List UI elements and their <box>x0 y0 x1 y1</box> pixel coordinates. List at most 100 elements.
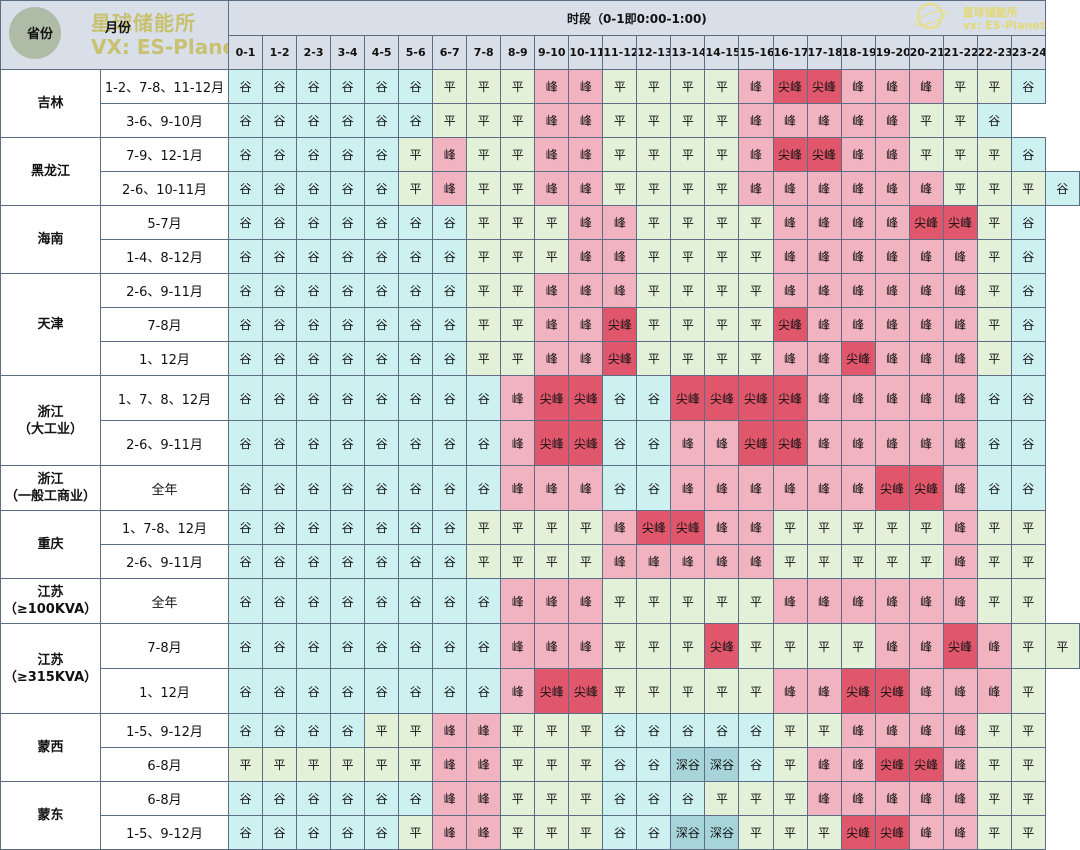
period-cell: 谷 <box>432 510 468 545</box>
period-cell: 谷 <box>432 623 468 669</box>
period-cell: 平 <box>602 69 638 104</box>
period-cell: 峰 <box>806 747 842 782</box>
period-cell: 谷 <box>330 815 366 850</box>
period-cell: 谷 <box>432 544 468 579</box>
period-cell: 谷 <box>636 747 672 782</box>
period-cell: 平 <box>670 171 706 206</box>
period-cell: 谷 <box>330 465 366 511</box>
period-cell: 平 <box>704 69 740 104</box>
period-cell: 峰 <box>908 273 944 308</box>
period-cell: 平 <box>704 668 740 714</box>
period-cell: 谷 <box>466 465 502 511</box>
period-cell: 峰 <box>602 239 638 274</box>
period-cell: 平 <box>1010 747 1046 782</box>
period-cell: 谷 <box>330 205 366 240</box>
period-cell: 峰 <box>874 171 910 206</box>
period-cell: 峰 <box>704 544 740 579</box>
period-cell: 谷 <box>466 375 502 421</box>
period-cell: 谷 <box>1010 420 1046 466</box>
period-header: 时段（0-1即0:00-1:00) 星球储能所 vx: ES-Planet <box>228 0 1046 36</box>
period-cell: 平 <box>670 578 706 624</box>
month-cell: 2-6、9-11月 <box>100 420 229 466</box>
table-row: 7-8月谷谷谷谷谷谷谷平平峰峰尖峰平平平平尖峰峰峰峰峰峰平谷 <box>1 307 1080 342</box>
period-cell: 平 <box>602 137 638 172</box>
period-cell: 谷 <box>227 375 264 421</box>
period-cell: 谷 <box>602 815 638 850</box>
period-cell: 平 <box>806 815 842 850</box>
period-cell: 平 <box>432 69 468 104</box>
period-cell: 平 <box>840 510 876 545</box>
period-cell: 平 <box>568 815 604 850</box>
period-cell: 峰 <box>908 781 944 816</box>
period-cell: 谷 <box>432 375 468 421</box>
period-cell: 平 <box>738 307 774 342</box>
period-cell: 谷 <box>227 815 264 850</box>
hour-header: 2-3 <box>296 35 332 70</box>
month-cell: 全年 <box>100 465 229 511</box>
period-cell: 谷 <box>1010 205 1046 240</box>
period-cell: 平 <box>500 239 536 274</box>
period-cell: 峰 <box>806 103 842 138</box>
period-cell: 平 <box>976 578 1012 624</box>
month-cell: 7-8月 <box>100 307 229 342</box>
period-cell: 平 <box>942 137 978 172</box>
period-cell: 尖峰 <box>636 510 672 545</box>
period-cell: 谷 <box>227 623 264 669</box>
month-cell: 1、12月 <box>100 668 229 714</box>
period-cell: 平 <box>500 341 536 376</box>
period-cell: 平 <box>534 205 570 240</box>
table-row: 2-6、9-11月谷谷谷谷谷谷谷平平平平峰峰峰峰峰平平平平平峰平平 <box>1 544 1080 579</box>
period-cell: 尖峰 <box>534 375 570 421</box>
period-cell: 平 <box>568 544 604 579</box>
period-cell: 平 <box>942 171 978 206</box>
period-cell: 平 <box>704 307 740 342</box>
logo-title: 星球储能所 <box>91 11 196 35</box>
period-cell: 平 <box>976 713 1012 748</box>
period-cell: 平 <box>976 171 1012 206</box>
period-cell: 平 <box>500 205 536 240</box>
period-cell: 谷 <box>432 465 468 511</box>
period-cell: 峰 <box>908 815 944 850</box>
period-cell: 谷 <box>364 815 400 850</box>
period-cell: 峰 <box>772 273 808 308</box>
period-cell: 平 <box>772 747 808 782</box>
hour-header: 12-13 <box>636 35 672 70</box>
period-cell: 谷 <box>227 713 264 748</box>
period-cell: 峰 <box>772 239 808 274</box>
period-cell: 谷 <box>262 205 298 240</box>
period-cell: 峰 <box>942 668 978 714</box>
hour-header: 1-2 <box>262 35 298 70</box>
period-cell: 谷 <box>227 205 264 240</box>
period-cell: 峰 <box>874 713 910 748</box>
period-cell: 谷 <box>330 668 366 714</box>
period-cell: 峰 <box>942 815 978 850</box>
period-cell: 平 <box>840 544 876 579</box>
period-cell: 峰 <box>840 273 876 308</box>
period-cell: 谷 <box>262 69 298 104</box>
period-cell: 谷 <box>704 713 740 748</box>
period-cell: 平 <box>738 273 774 308</box>
period-cell: 峰 <box>942 578 978 624</box>
period-cell: 谷 <box>398 307 434 342</box>
period-cell: 平 <box>602 171 638 206</box>
period-cell: 谷 <box>602 781 638 816</box>
period-cell: 谷 <box>398 375 434 421</box>
period-cell: 平 <box>772 544 808 579</box>
period-cell: 谷 <box>670 781 706 816</box>
period-cell: 谷 <box>738 713 774 748</box>
period-cell: 峰 <box>500 623 536 669</box>
period-cell: 谷 <box>296 205 332 240</box>
period-cell: 峰 <box>670 465 706 511</box>
period-cell: 峰 <box>738 465 774 511</box>
period-cell: 平 <box>636 578 672 624</box>
period-cell: 平 <box>500 781 536 816</box>
period-cell: 峰 <box>806 307 842 342</box>
period-cell: 平 <box>874 544 910 579</box>
period-cell: 峰 <box>568 307 604 342</box>
period-cell: 谷 <box>227 668 264 714</box>
period-cell: 谷 <box>364 544 400 579</box>
period-cell: 峰 <box>534 171 570 206</box>
period-cell: 谷 <box>1010 273 1046 308</box>
table-row: 1-4、8-12月谷谷谷谷谷谷谷平平平峰峰平平平平峰峰峰峰峰峰平谷 <box>1 239 1080 274</box>
period-cell: 谷 <box>330 375 366 421</box>
